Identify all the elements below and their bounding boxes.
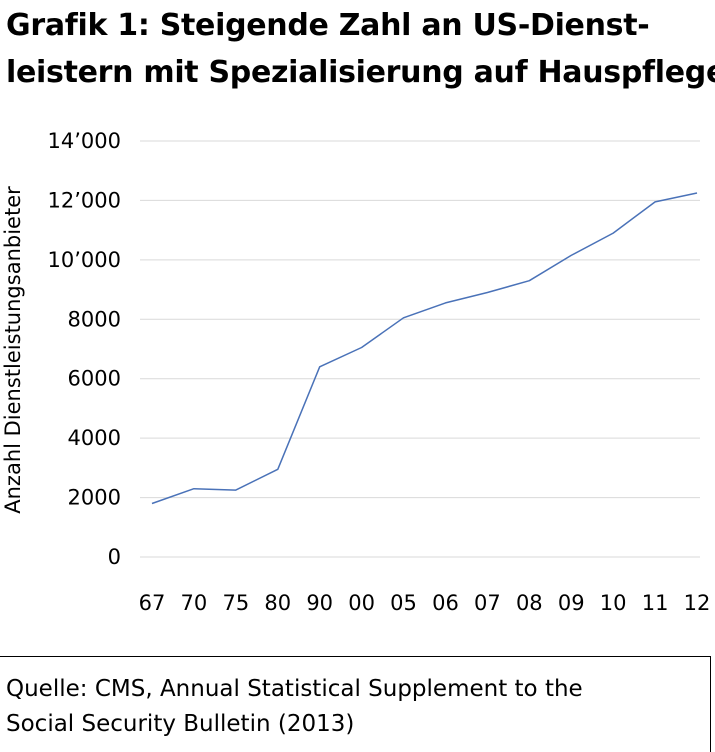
series-layer [152,193,697,504]
x-tick-label: 07 [474,591,501,615]
chart-title-line-2: leistern mit Spezialisierung auf Hauspfl… [6,49,706,96]
x-tick-label: 00 [348,591,375,615]
x-tick-label: 11 [642,591,669,615]
x-tick-label: 12 [684,591,711,615]
series-line [152,193,697,504]
x-tick-label: 10 [600,591,627,615]
y-tick-labels: 0 2000 4000 6000 8000 10’000 12’000 14’000 [48,129,121,569]
chart-title: Grafik 1: Steigende Zahl an US-Dienst- l… [6,2,706,96]
y-tick-label: 0 [108,545,121,569]
x-tick-labels: 67 70 75 80 90 00 05 06 07 08 09 10 11 12 [139,591,711,615]
source-line-1: Quelle: CMS, Annual Statistical Suppleme… [6,672,706,707]
y-tick-label: 8000 [68,307,121,331]
source-note: Quelle: CMS, Annual Statistical Suppleme… [6,672,706,742]
y-tick-label: 14’000 [48,129,121,153]
x-tick-label: 67 [139,591,166,615]
y-tick-label: 6000 [68,367,121,391]
y-axis-label: Anzahl Dienstleistungsanbieter [1,186,25,514]
y-tick-label: 12’000 [48,188,121,212]
y-tick-label: 4000 [68,426,121,450]
x-tick-label: 90 [306,591,333,615]
x-tick-label: 75 [222,591,249,615]
y-tick-label: 10’000 [48,248,121,272]
source-line-2: Social Security Bulletin (2013) [6,707,706,742]
x-tick-label: 05 [390,591,417,615]
y-tick-label: 2000 [68,486,121,510]
x-tick-label: 70 [181,591,208,615]
gridlines [140,141,700,557]
x-tick-label: 06 [432,591,459,615]
x-tick-label: 08 [516,591,543,615]
x-tick-label: 80 [264,591,291,615]
x-tick-label: 09 [558,591,585,615]
chart-title-line-1: Grafik 1: Steigende Zahl an US-Dienst- [6,2,706,49]
